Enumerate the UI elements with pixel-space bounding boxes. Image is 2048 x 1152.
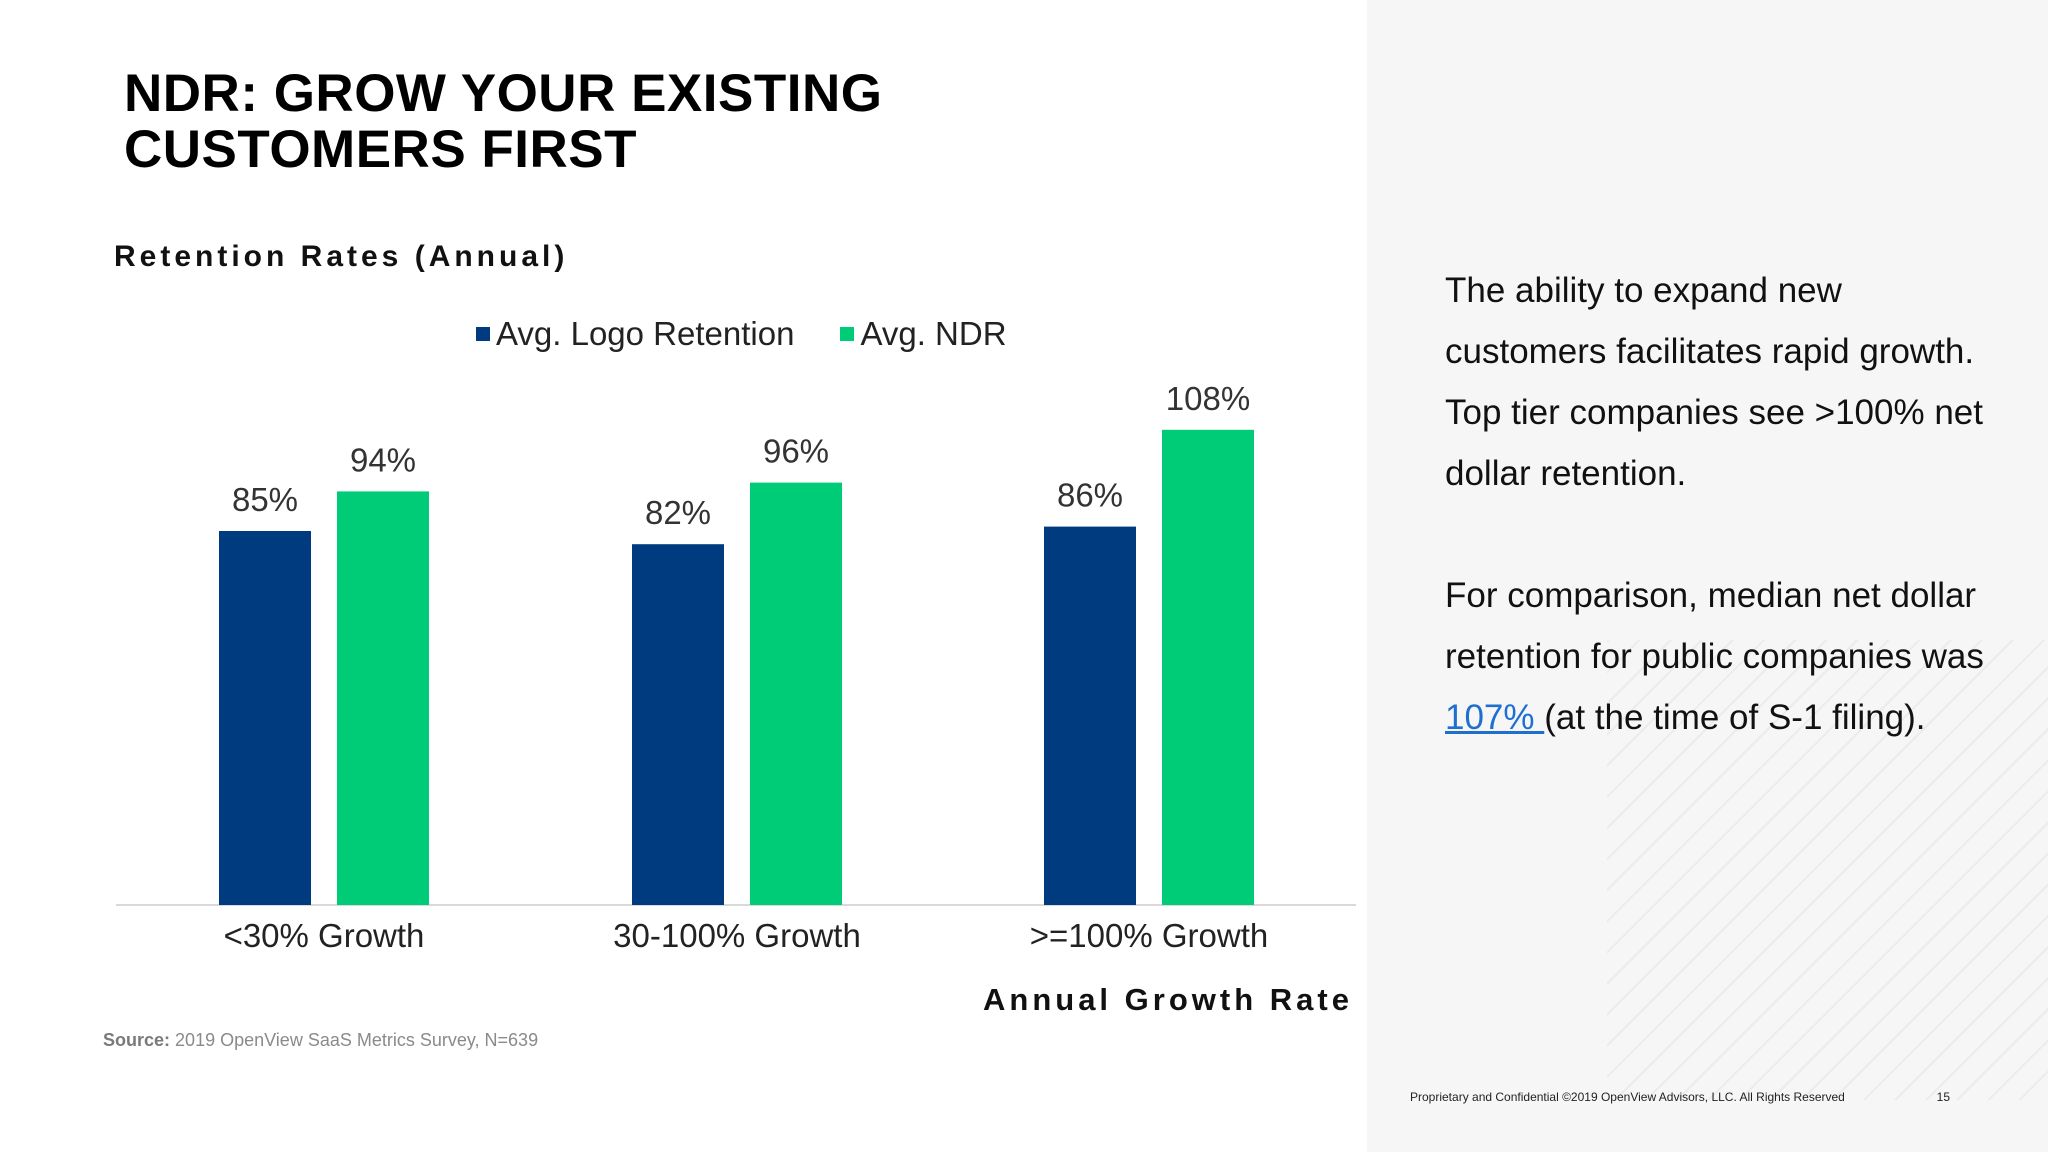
data-label-logo-retention-1: 82% [645,494,711,531]
x-axis-title: Annual Growth Rate [983,982,1353,1017]
ndr-107-link[interactable]: 107% [1445,698,1545,737]
bar-ndr-0 [337,491,429,905]
chart-heading: Retention Rates (Annual) [114,240,569,273]
footer: Proprietary and Confidential ©2019 OpenV… [1410,1090,1950,1104]
x-tick-label-1: 30-100% Growth [613,917,861,954]
bar-chart: 85% 94% <30% Growth 82% 96% 30-100% Growth 86%… [116,380,1356,954]
source-note: Source: 2019 OpenView SaaS Metrics Surve… [103,1030,538,1051]
callout-paragraph-2-end: (at the time of S-1 filing). [1544,698,1926,737]
legend-swatch-ndr [840,327,855,341]
slide-title-line-2: CUSTOMERS FIRST [124,120,637,179]
legend-item-ndr: Avg. NDR [840,315,1007,353]
legend-swatch-logo-retention [476,327,490,341]
data-label-logo-retention-0: 85% [232,481,298,518]
data-label-ndr-1: 96% [763,433,829,470]
x-tick-label-0: <30% Growth [224,917,425,954]
decorative-hatch-pattern [1607,640,2048,1100]
callout-paragraph-2: For comparison, median net dollar retent… [1445,565,1985,748]
source-label: Source: [103,1030,171,1050]
data-label-ndr-2: 108% [1166,380,1250,417]
side-panel [1367,0,2048,1152]
bar-ndr-1 [750,482,842,905]
x-tick-label-2: >=100% Growth [1030,917,1268,954]
callout-paragraph-1: The ability to expand new customers faci… [1445,271,1983,493]
data-label-ndr-0: 94% [350,441,416,478]
callout-text: The ability to expand new customers faci… [1445,260,1985,748]
bar-logo-retention-1 [632,544,724,905]
legend-label-ndr: Avg. NDR [860,315,1007,352]
callout-paragraph-2-start: For comparison, median net dollar retent… [1445,576,1984,676]
source-text: 2019 OpenView SaaS Metrics Survey, N=639 [175,1030,539,1050]
chart-legend: Avg. Logo Retention Avg. NDR [476,314,1053,354]
bar-logo-retention-2 [1044,526,1136,905]
legend-label-logo-retention: Avg. Logo Retention [496,315,795,352]
slide-title-line-1: NDR: GROW YOUR EXISTING [124,64,883,123]
bar-logo-retention-0 [219,531,311,905]
legend-item-logo-retention: Avg. Logo Retention [476,315,794,353]
data-label-logo-retention-2: 86% [1057,477,1123,514]
slide-title: NDR: GROW YOUR EXISTING CUSTOMERS FIRST [124,66,1124,178]
bar-ndr-2 [1162,429,1254,905]
footer-copyright: Proprietary and Confidential ©2019 OpenV… [1410,1090,1845,1104]
page-number: 15 [1936,1090,1950,1104]
